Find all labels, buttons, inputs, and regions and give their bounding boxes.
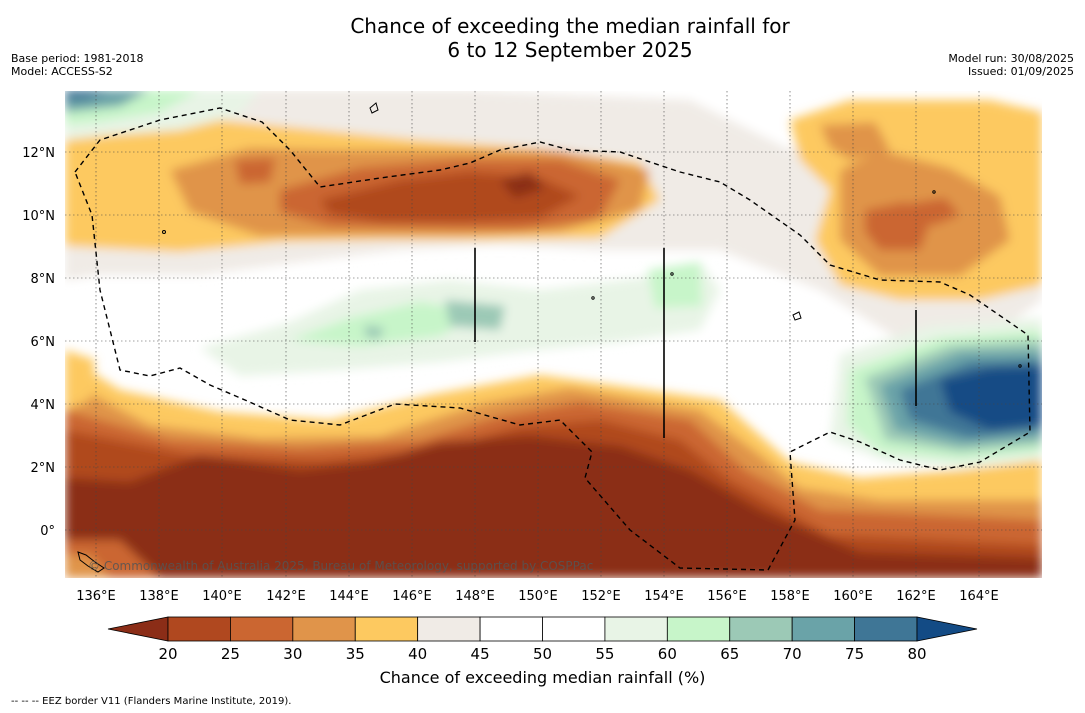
colorbar-swatch	[729, 616, 793, 642]
colorbar-tick-label: 45	[471, 645, 490, 663]
lon-label: 162°E	[896, 589, 936, 604]
lon-label: 150°E	[518, 589, 558, 604]
lon-label: 138°E	[139, 589, 179, 604]
lat-label: 10°N	[22, 209, 55, 224]
lat-label: 6°N	[31, 335, 56, 350]
colorbar-tick-label: 35	[346, 645, 365, 663]
colorbar-swatch	[292, 616, 356, 642]
lon-label: 144°E	[329, 589, 369, 604]
colorbar-swatch	[354, 616, 419, 642]
colorbar: 20 25 30 35 40 45 50 55 60 65 70 75 80	[107, 616, 978, 663]
colorbar-tick-label: 80	[907, 645, 926, 663]
lon-label: 146°E	[392, 589, 432, 604]
colorbar-low-extension	[107, 616, 169, 642]
colorbar-swatch	[791, 616, 855, 642]
title-line-2: 6 to 12 September 2025	[447, 38, 693, 62]
model-run: Model run: 30/08/2025	[948, 52, 1074, 65]
colorbar-tick-label: 20	[158, 645, 177, 663]
colorbar-swatch	[666, 616, 731, 642]
title-line-1: Chance of exceeding the median rainfall …	[350, 14, 790, 38]
graticule	[65, 91, 1042, 578]
colorbar-tick-label: 40	[408, 645, 427, 663]
meta-left: Base period: 1981-2018 Model: ACCESS-S2	[11, 52, 143, 78]
map-title: Chance of exceeding the median rainfall …	[0, 14, 1085, 62]
islands	[77, 102, 1022, 573]
colorbar-swatch	[542, 616, 606, 642]
colorbar-tick-label: 75	[845, 645, 864, 663]
base-period: Base period: 1981-2018	[11, 52, 144, 65]
lon-label: 164°E	[959, 589, 999, 604]
colorbar-tick-label: 50	[533, 645, 552, 663]
lon-label: 136°E	[76, 589, 116, 604]
lon-label: 148°E	[455, 589, 495, 604]
latitude-labels: 12°N 10°N 8°N 6°N 4°N 2°N 0°	[22, 146, 55, 539]
eez-border	[74, 107, 1031, 571]
colorbar-tick-label: 30	[283, 645, 302, 663]
colorbar-high-extension	[916, 616, 978, 642]
lat-label: 2°N	[31, 461, 56, 476]
copyright-watermark: © Commonwealth of Australia 2025, Bureau…	[88, 559, 593, 573]
colorbar-tick-label: 70	[783, 645, 802, 663]
lon-label: 158°E	[770, 589, 810, 604]
colorbar-tick-label: 55	[595, 645, 614, 663]
colorbar-tick-label: 65	[720, 645, 739, 663]
lon-label: 156°E	[707, 589, 747, 604]
colorbar-swatch	[479, 616, 543, 642]
lat-label: 8°N	[31, 272, 56, 287]
colorbar-swatch	[417, 616, 481, 642]
colorbar-swatch	[230, 616, 294, 642]
lon-label: 140°E	[202, 589, 242, 604]
issued-date: Issued: 01/09/2025	[967, 65, 1074, 78]
rainfall-probability-field	[65, 91, 1042, 578]
colorbar-swatch	[604, 616, 668, 642]
lat-label: 12°N	[22, 146, 55, 161]
colorbar-swatch	[854, 616, 918, 642]
colorbar-tick-label: 60	[658, 645, 677, 663]
meta-right: Model run: 30/08/2025 Issued: 01/09/2025	[948, 52, 1074, 78]
lon-label: 152°E	[581, 589, 621, 604]
lon-label: 160°E	[833, 589, 873, 604]
lat-label: 0°	[40, 524, 55, 539]
colorbar-tick-label: 25	[221, 645, 240, 663]
model-name: Model: ACCESS-S2	[11, 65, 113, 78]
eez-boundary-lines	[474, 248, 917, 438]
lon-label: 142°E	[266, 589, 306, 604]
lat-label: 4°N	[31, 398, 56, 413]
colorbar-title: Chance of exceeding median rainfall (%)	[379, 668, 706, 687]
colorbar-swatch	[167, 616, 231, 642]
longitude-labels: 136°E 138°E 140°E 142°E 144°E 146°E 148°…	[76, 589, 999, 604]
lon-label: 154°E	[644, 589, 684, 604]
eez-footnote: -- -- -- EEZ border V11 (Flanders Marine…	[11, 696, 292, 707]
